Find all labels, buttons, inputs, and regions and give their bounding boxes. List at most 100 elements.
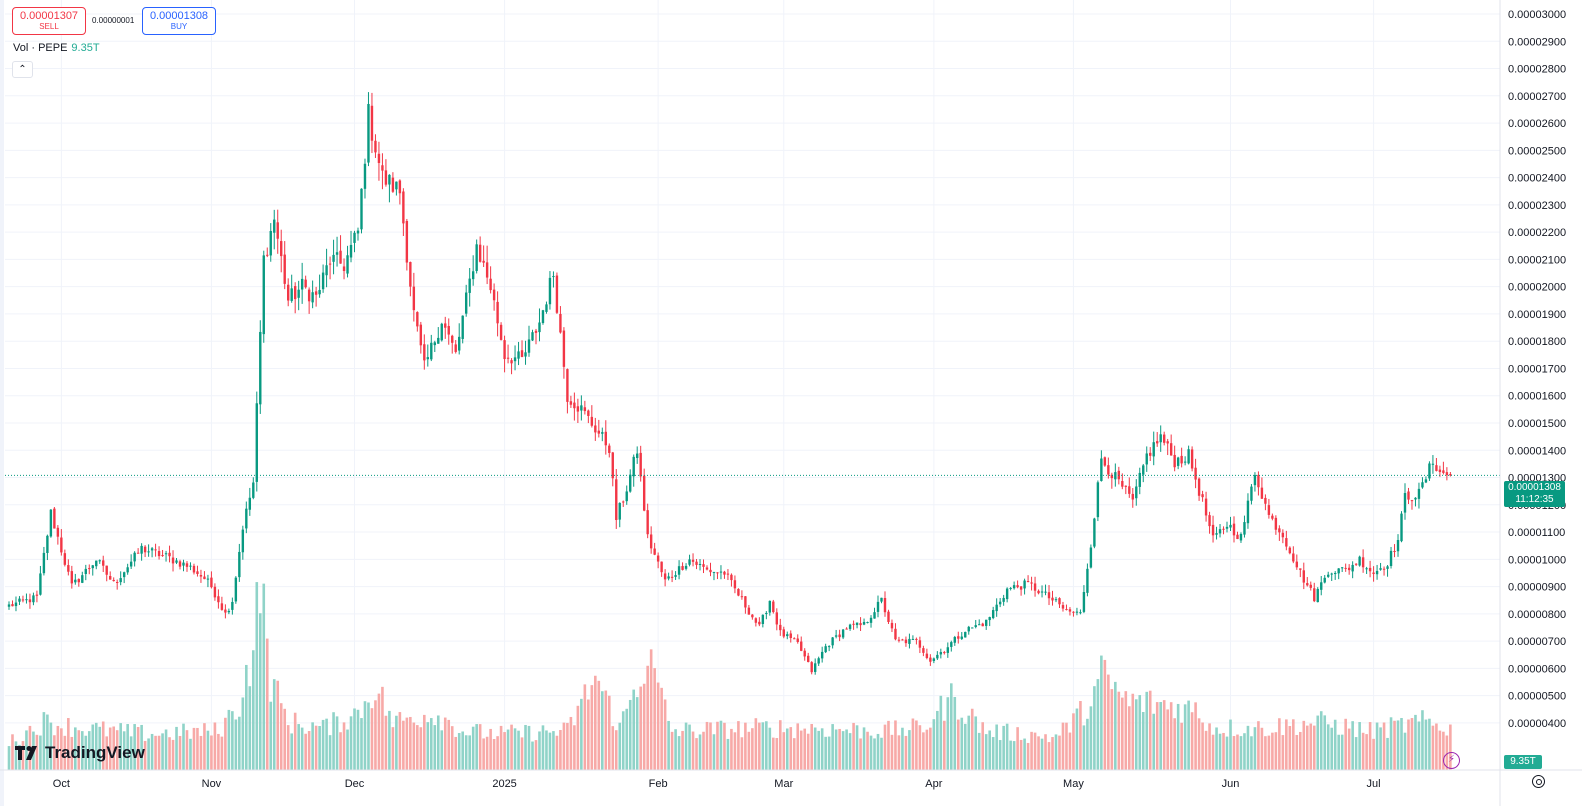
candle-body [887, 611, 890, 622]
volume-bar [981, 722, 985, 770]
volume-bar [576, 705, 580, 770]
buy-button[interactable]: 0.00001308 BUY [142, 7, 216, 35]
volume-bar [1257, 721, 1260, 770]
candle-body [782, 629, 785, 637]
candle-body [642, 475, 646, 511]
volume-bar [332, 712, 335, 770]
candle-body [848, 624, 852, 629]
volume-bar [1386, 737, 1389, 770]
volume-bar [566, 722, 569, 770]
candle-body [112, 579, 115, 582]
candle-body [813, 663, 817, 672]
volume-bar [618, 722, 622, 770]
candle-body [409, 262, 412, 287]
volume-bar [258, 613, 262, 770]
volume-bar [1424, 719, 1428, 770]
collapse-legend-button[interactable]: ⌃ [12, 61, 33, 78]
lightning-icon[interactable]: ⚡ [1443, 752, 1460, 769]
volume-bar [555, 735, 559, 770]
candle-body [206, 578, 210, 580]
candle-body [60, 537, 63, 553]
candle-body [569, 401, 573, 405]
volume-bar [499, 725, 503, 770]
candle-body [1372, 572, 1375, 575]
volume-bar [656, 682, 660, 770]
volume-bar [1117, 691, 1121, 770]
volume-bar [1086, 718, 1089, 770]
x-tick-label: Apr [925, 778, 942, 790]
settings-icon[interactable] [1532, 775, 1545, 788]
candle-body [269, 230, 272, 256]
volume-bar [702, 731, 705, 770]
candle-body [475, 244, 478, 272]
volume-bar [1173, 718, 1176, 770]
volume-bar [915, 720, 918, 770]
candle-body [168, 552, 171, 557]
volume-bar [998, 740, 1002, 770]
volume-bar [157, 735, 161, 770]
volume-bar [778, 720, 782, 770]
candle-body [91, 565, 94, 569]
volume-bar [318, 726, 321, 770]
candle-body [670, 576, 674, 578]
candle-body [189, 565, 192, 567]
volume-bar [286, 725, 290, 770]
volume-bar [1183, 704, 1187, 770]
volume-bar [1438, 730, 1442, 770]
volume-bar [1152, 713, 1156, 770]
candle-body [531, 332, 534, 341]
candle-body [1037, 590, 1040, 594]
volume-bar [625, 708, 629, 770]
volume-bar [457, 733, 461, 770]
volume-bar [1079, 701, 1082, 770]
candle-body [1368, 567, 1372, 572]
candle-body [290, 288, 293, 301]
volume-bar [705, 721, 709, 770]
candle-body [67, 565, 70, 572]
candle-body [1054, 599, 1058, 601]
volume-bar [203, 723, 206, 770]
candle-body [716, 572, 719, 574]
y-tick-label: 0.00001700 [1508, 363, 1566, 375]
candle-body [1403, 493, 1407, 513]
volume-bar [1414, 714, 1417, 770]
candle-body [1281, 532, 1285, 538]
sell-button[interactable]: 0.00001307 SELL [12, 7, 86, 35]
volume-bar [101, 721, 105, 770]
candle-body [105, 565, 108, 575]
volume-bar [1271, 732, 1274, 770]
volume-bar [353, 708, 356, 770]
volume-bar [42, 712, 46, 770]
candle-body [143, 546, 147, 553]
candle-body [321, 272, 325, 290]
volume-bar [960, 717, 964, 770]
volume-bar [1190, 712, 1194, 770]
volume-bar [845, 729, 848, 770]
volume-bar [1285, 719, 1288, 770]
volume-bar [436, 715, 440, 770]
volume-bar [653, 668, 656, 770]
candle-body [164, 553, 168, 555]
candle-body [625, 491, 628, 502]
candle-body [656, 555, 660, 562]
candlesticks [7, 92, 1452, 675]
candle-body [971, 627, 974, 629]
volume-bar [513, 728, 517, 770]
volume-bar [639, 686, 642, 770]
tradingview-logo[interactable]: TradingView [15, 743, 145, 763]
candle-body [419, 324, 423, 346]
volume-bar [538, 731, 541, 770]
candle-body [1431, 463, 1435, 465]
volume-bar [936, 710, 939, 770]
candle-body [1218, 529, 1222, 534]
volume-bar [1239, 736, 1243, 770]
volume-bar [911, 718, 915, 770]
volume-bar [1110, 689, 1114, 770]
tradingview-logo-icon [15, 746, 37, 760]
volume-bar [932, 719, 936, 770]
volume-bar [1037, 736, 1040, 770]
volume-bar [803, 728, 807, 770]
volume-bar [817, 730, 820, 770]
candle-body [1016, 585, 1019, 588]
